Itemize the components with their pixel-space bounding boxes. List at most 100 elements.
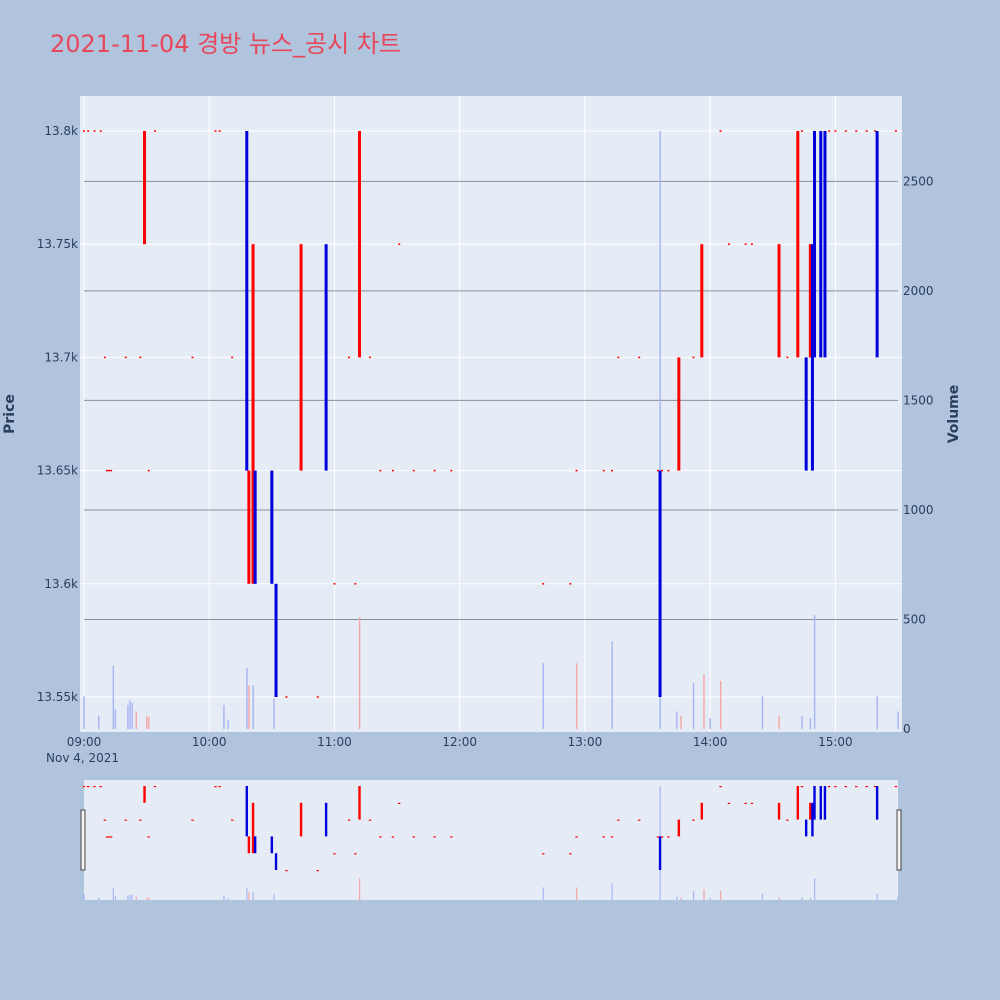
candle-70 [865, 130, 868, 132]
candle-22 [274, 583, 278, 697]
mini-candle-59 [800, 786, 804, 788]
mini-volume-bar-21 [676, 896, 678, 900]
mini-candle-46 [658, 836, 662, 870]
volume-bar-18 [575, 663, 578, 729]
candle-30 [358, 131, 362, 358]
range-slider-right-handle[interactable] [896, 809, 902, 871]
mini-candle-12 [153, 786, 157, 788]
mini-candle-71 [873, 786, 877, 788]
candle-56 [777, 244, 781, 358]
candle-62 [810, 244, 814, 471]
mini-volume-bar-8 [146, 897, 148, 900]
volume-bar-9 [148, 716, 150, 729]
candle-5 [105, 469, 108, 472]
candle-61 [808, 244, 812, 358]
mini-candle-38 [541, 853, 545, 855]
mini-candle-25 [316, 870, 319, 872]
candle-11 [147, 469, 150, 472]
volume-bar-28 [778, 715, 780, 729]
candle-2 [93, 130, 96, 132]
mini-candle-57 [786, 819, 789, 821]
mini-volume-bar-4 [127, 895, 129, 900]
y-tick-label-1: 13.6k [44, 577, 78, 591]
volume-bar-23 [692, 683, 695, 729]
y-tick-label-4: 13.75k [37, 237, 78, 251]
mini-candle-56 [777, 802, 781, 820]
candle-4 [103, 356, 106, 359]
mini-volume-bar-7 [135, 896, 137, 900]
volume-bar-25 [709, 718, 711, 729]
mini-candle-51 [700, 802, 704, 820]
mini-candle-67 [834, 786, 837, 788]
x-tick-label-0: 09:00 [67, 735, 102, 749]
mini-volume-bar-1 [98, 897, 100, 900]
mini-candles [82, 786, 898, 872]
y2-tick-label-0: 0 [903, 722, 911, 736]
volume-bar-15 [273, 698, 275, 729]
y2-tick-label-1: 500 [903, 612, 926, 626]
volume-bar-13 [248, 685, 250, 729]
candle-13 [191, 356, 194, 359]
mini-volume-bar-9 [148, 897, 150, 900]
candle-36 [433, 469, 436, 472]
mini-candle-18 [247, 836, 251, 854]
range-slider[interactable] [80, 780, 902, 900]
mini-candle-44 [637, 819, 641, 821]
candle-59 [800, 130, 803, 132]
mini-volume-bar-3 [114, 896, 117, 900]
volume-bar-26 [719, 680, 722, 729]
mini-candle-27 [333, 853, 336, 855]
x-tick-label-2: 11:00 [317, 735, 352, 749]
y2-tick-label-2: 1000 [903, 503, 934, 517]
mini-volume-bar-17 [542, 887, 544, 900]
mini-volume-bar-29 [801, 897, 803, 900]
y2-tick-label-4: 2000 [903, 284, 934, 298]
mini-candle-62 [811, 802, 814, 837]
y2-axis-title: Volume [946, 385, 962, 444]
mini-candle-54 [744, 802, 747, 804]
mini-volume-bar-6 [131, 894, 133, 900]
candle-34 [398, 243, 401, 245]
mini-candle-73 [894, 786, 898, 788]
mini-volume-bar-16 [359, 878, 361, 900]
candle-33 [391, 469, 394, 472]
mini-candle-28 [347, 819, 351, 821]
candle-69 [855, 130, 858, 132]
volume-bar-14 [252, 685, 254, 729]
candle-41 [602, 469, 605, 472]
candle-43 [617, 356, 620, 359]
candle-47 [661, 469, 664, 472]
candle-35 [412, 469, 415, 472]
candle-15 [218, 130, 221, 132]
mini-candle-35 [412, 836, 415, 838]
x-tick-label-6: 15:00 [818, 735, 853, 749]
plot-background[interactable] [80, 96, 902, 732]
mini-candle-31 [368, 819, 372, 821]
volume-bar-20 [659, 131, 661, 729]
y-tick-label-2: 13.65k [37, 464, 78, 478]
volume-bar-27 [761, 696, 764, 729]
mini-candle-24 [299, 802, 303, 837]
range-slider-left-handle[interactable] [80, 809, 86, 871]
candle-54 [744, 243, 747, 245]
volume-bar-6 [131, 702, 133, 729]
volume-bar-29 [801, 715, 803, 729]
y2-tick-label-3: 1500 [903, 393, 934, 407]
mini-candle-37 [450, 836, 453, 838]
volume-bar-21 [676, 711, 678, 729]
mini-candle-3 [99, 786, 102, 788]
mini-candle-14 [214, 786, 217, 788]
volume-bar-31 [813, 615, 816, 729]
mini-candle-33 [391, 836, 395, 838]
candle-40 [575, 469, 578, 472]
candle-45 [656, 469, 659, 472]
y-tick-label-0: 13.55k [37, 690, 78, 704]
candle-72 [875, 131, 879, 358]
mini-candle-70 [865, 786, 868, 788]
candle-10 [143, 131, 147, 245]
mini-volume-bar-2 [112, 887, 114, 900]
mini-volume-bar-24 [703, 889, 705, 900]
x-date-label: Nov 4, 2021 [46, 751, 119, 765]
x-tick-label-3: 12:00 [442, 735, 477, 749]
